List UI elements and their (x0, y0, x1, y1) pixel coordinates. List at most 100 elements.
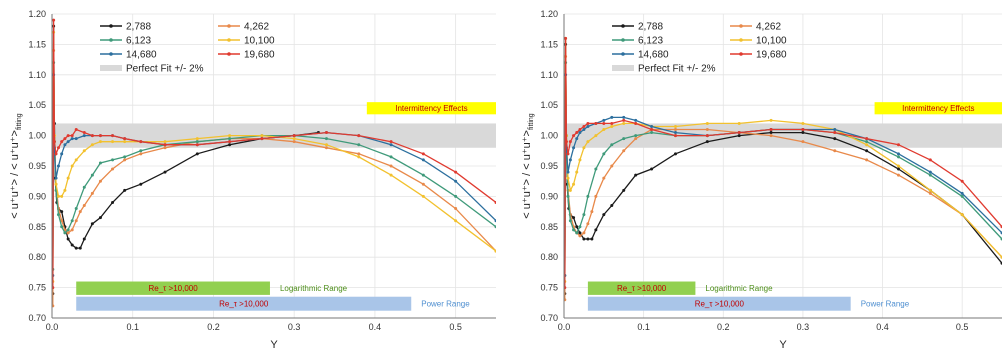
data-point (705, 121, 709, 125)
y-tick-label: 1.20 (28, 9, 46, 19)
data-point (564, 140, 568, 144)
data-point (123, 158, 127, 162)
data-point (705, 134, 709, 138)
data-point (928, 173, 932, 177)
data-point (74, 137, 78, 141)
y-tick-label: 0.75 (28, 283, 46, 293)
data-point (54, 152, 58, 156)
data-point (357, 155, 361, 159)
series-line-4262 (52, 50, 496, 306)
legend-label: 4,262 (244, 22, 269, 33)
data-point (1000, 255, 1002, 259)
data-point (634, 134, 638, 138)
data-point (568, 188, 572, 192)
data-point (82, 237, 86, 241)
data-point (928, 158, 932, 162)
data-point (833, 128, 837, 132)
data-point (1000, 237, 1002, 241)
data-point (896, 167, 900, 171)
data-point (564, 298, 567, 302)
data-point (123, 188, 127, 192)
data-point (324, 131, 328, 135)
data-point (673, 131, 677, 135)
data-point (56, 164, 60, 168)
data-point (421, 152, 425, 156)
data-point (578, 225, 582, 229)
data-point (389, 164, 393, 168)
data-point (70, 137, 74, 141)
data-point (602, 121, 606, 125)
data-point (865, 137, 869, 141)
data-point (66, 228, 70, 232)
data-point (195, 143, 199, 147)
y-tick-label: 0.80 (28, 252, 46, 262)
data-point (54, 176, 58, 180)
y-tick-label: 0.85 (540, 222, 558, 232)
data-point (56, 213, 60, 217)
data-point (56, 194, 60, 198)
legend-marker (227, 38, 231, 42)
data-point (960, 191, 964, 195)
legend-marker (739, 38, 743, 42)
legend-label: 10,100 (244, 36, 275, 47)
data-point (578, 131, 582, 135)
data-point (578, 234, 582, 238)
legend-marker (739, 52, 743, 56)
data-point (568, 219, 572, 223)
data-point (98, 161, 102, 165)
data-point (195, 137, 199, 141)
data-point (737, 134, 741, 138)
data-point (90, 222, 94, 226)
y-tick-label: 1.10 (28, 70, 46, 80)
y-tick-label: 1.00 (28, 131, 46, 141)
data-point (572, 216, 576, 220)
range-bar-1 (587, 281, 696, 295)
data-point (98, 140, 102, 144)
data-point (896, 143, 900, 147)
data-point (896, 164, 900, 168)
series-line-19680 (564, 38, 1002, 288)
data-point (572, 146, 576, 150)
legend-label: 14,680 (638, 50, 669, 61)
data-point (454, 194, 458, 198)
data-point (575, 225, 579, 229)
data-point (928, 188, 932, 192)
legend-marker (227, 52, 231, 56)
data-point (622, 188, 626, 192)
data-point (82, 134, 86, 138)
data-point (769, 118, 773, 122)
data-point (82, 131, 86, 135)
data-point (421, 182, 425, 186)
data-point (98, 179, 102, 183)
range-name-label: Logarithmic Range (705, 284, 773, 293)
data-point (568, 158, 572, 162)
intermittency-label: Intermittency Effects (902, 104, 974, 113)
data-point (622, 118, 626, 122)
x-axis-label: Y (270, 339, 278, 351)
data-point (139, 140, 143, 144)
data-point (801, 140, 805, 144)
legend-label: 10,100 (756, 36, 787, 47)
x-tick-label: 0.5 (956, 322, 969, 332)
data-point (357, 134, 361, 138)
range-bar-2 (76, 296, 412, 311)
data-point (111, 134, 115, 138)
data-point (582, 124, 586, 128)
data-point (90, 191, 94, 195)
data-point (66, 237, 70, 241)
data-point (673, 152, 677, 156)
data-point (610, 204, 614, 208)
data-point (578, 128, 582, 132)
data-point (357, 152, 361, 156)
data-point (74, 128, 78, 132)
legend-band-label: Perfect Fit +/- 2% (126, 64, 204, 75)
series-line-4262 (564, 56, 1002, 300)
data-point (228, 137, 232, 141)
legend-marker (621, 24, 625, 28)
data-point (594, 194, 598, 198)
y-tick-label: 1.10 (540, 70, 558, 80)
intermittency-label: Intermittency Effects (395, 104, 467, 113)
x-tick-label: 0.4 (876, 322, 889, 332)
data-point (769, 131, 773, 135)
data-point (801, 121, 805, 125)
